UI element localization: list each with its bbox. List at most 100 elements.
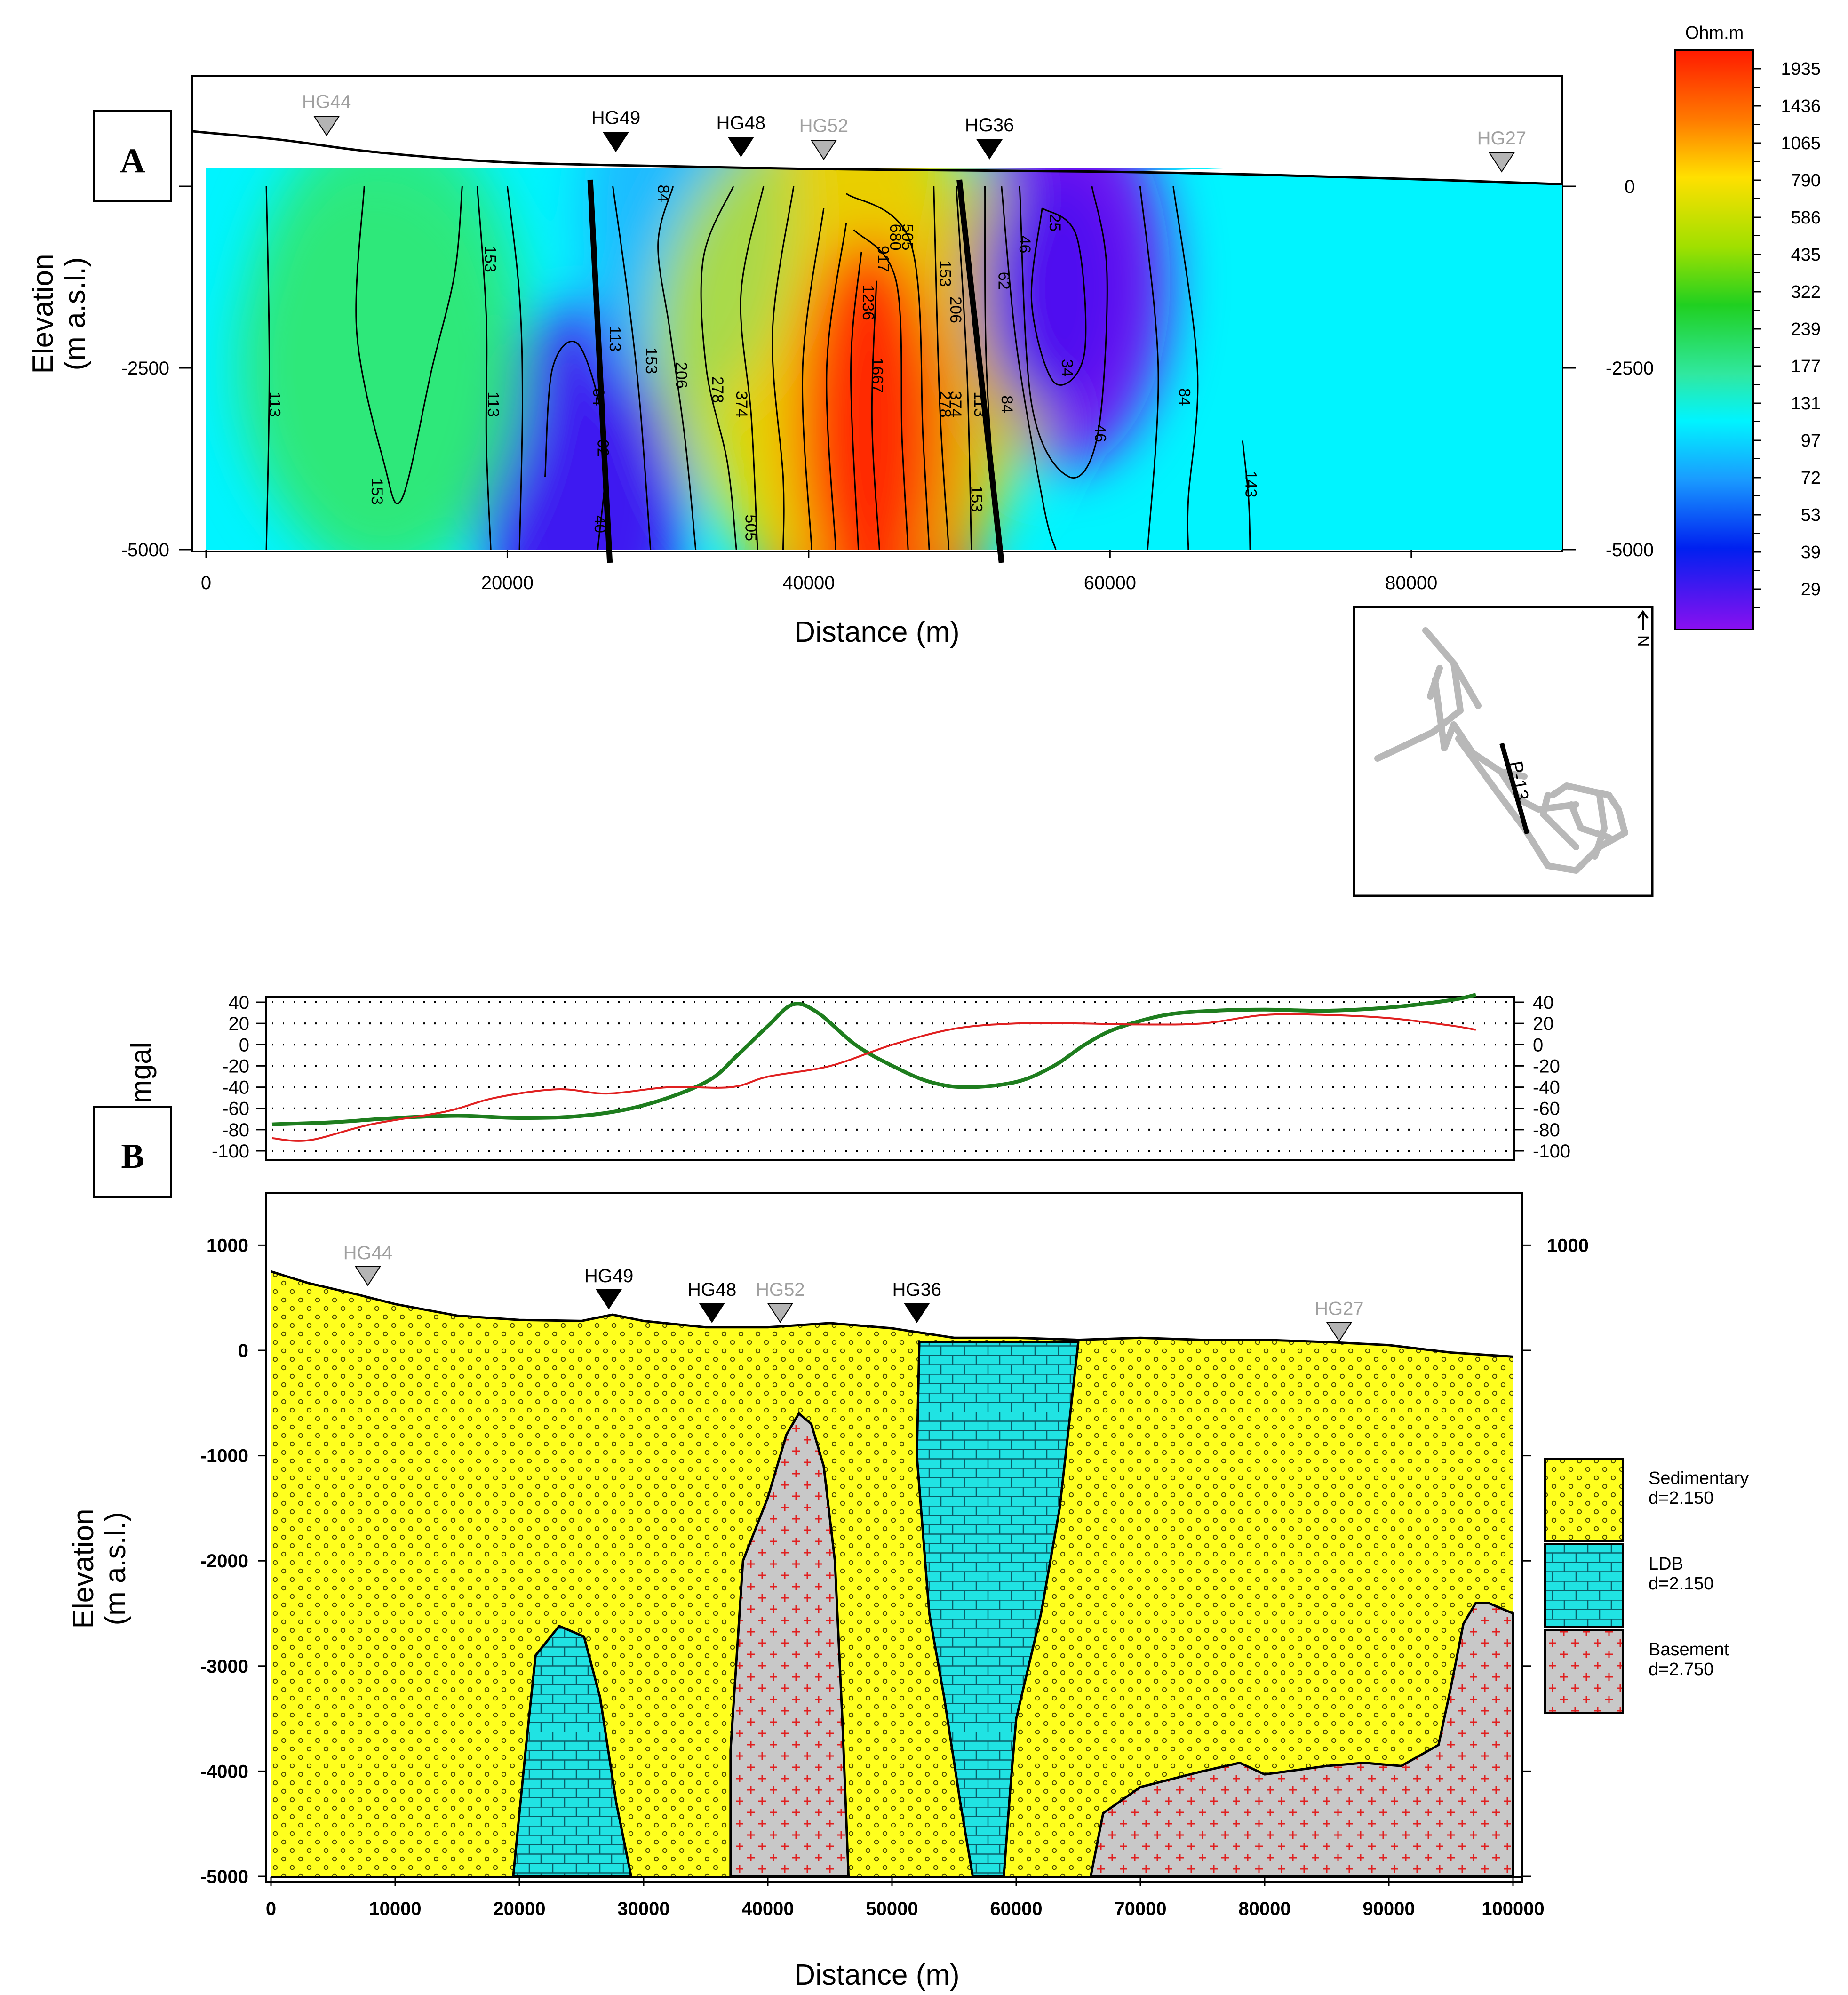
station-label: HG27 bbox=[1477, 128, 1527, 149]
resistivity-contour bbox=[826, 223, 847, 550]
body-basement_east bbox=[1089, 1602, 1514, 1878]
resistivity-contour bbox=[1030, 207, 1087, 386]
resistivity-contour bbox=[802, 208, 825, 550]
contour-label: 113 bbox=[484, 391, 502, 417]
contour-label: 46 bbox=[1016, 236, 1034, 254]
legend-label: Basement bbox=[1649, 1640, 1729, 1660]
station-marker bbox=[811, 140, 837, 160]
resistivity-contour bbox=[850, 251, 862, 550]
resistivity-contour bbox=[871, 280, 880, 550]
colorbar-label: 39 bbox=[1801, 543, 1821, 562]
station-label: HG27 bbox=[1314, 1298, 1364, 1319]
legend-density: d=2.750 bbox=[1649, 1660, 1713, 1679]
contour-label: 374 bbox=[733, 391, 750, 418]
body-ldb_west bbox=[512, 1625, 633, 1878]
panel-a-y-axis-label-line1: Elevation bbox=[27, 254, 59, 374]
x-tick-label: 20000 bbox=[493, 1899, 545, 1919]
colorbar-label: 97 bbox=[1801, 431, 1821, 451]
contour-label: 40 bbox=[591, 515, 609, 533]
station-marker bbox=[727, 137, 754, 158]
contour-label: 84 bbox=[1176, 388, 1194, 406]
y-tick-label-left: 0 bbox=[238, 1341, 248, 1361]
y-tick-label-right: 1000 bbox=[1547, 1235, 1589, 1256]
station-marker bbox=[355, 1266, 381, 1286]
resistivity-contour bbox=[506, 186, 524, 550]
colorbar-label: 1935 bbox=[1781, 59, 1821, 79]
contour-label: 153 bbox=[642, 347, 660, 374]
gravity-tick-label-right: -40 bbox=[1533, 1077, 1560, 1098]
gravity-tick-label-left: -20 bbox=[222, 1056, 249, 1077]
location-map: P-13 N bbox=[1353, 606, 1654, 897]
gravity-y-axis-label: mgal bbox=[125, 1042, 157, 1103]
contour-label: 84 bbox=[589, 388, 607, 406]
resistivity-contour bbox=[700, 186, 737, 550]
resistivity-contour bbox=[612, 186, 652, 550]
resistivity-contour bbox=[740, 186, 765, 550]
x-tick-label: 60000 bbox=[990, 1899, 1042, 1919]
fault-line bbox=[587, 179, 613, 563]
contour-label: 206 bbox=[672, 362, 690, 389]
colorbar-unit: Ohm.m bbox=[1685, 23, 1744, 43]
gravity-tick-label-right: -100 bbox=[1533, 1141, 1570, 1162]
legend-density: d=2.150 bbox=[1649, 1488, 1713, 1508]
legend-label: Sedimentary bbox=[1649, 1468, 1749, 1488]
resistivity-field bbox=[206, 168, 1562, 550]
station-label: HG36 bbox=[892, 1279, 942, 1300]
panel-a-resistivity-section: 1131531531138411315320684624027837450516… bbox=[27, 75, 1654, 648]
resistivity-contour bbox=[956, 186, 972, 550]
colorbar-label: 435 bbox=[1791, 245, 1821, 265]
resistivity-anomaly bbox=[477, 303, 688, 550]
contour-label: 46 bbox=[1091, 424, 1109, 442]
station-marker bbox=[903, 1303, 930, 1323]
gravity-tick-label-left: -100 bbox=[212, 1141, 249, 1162]
gravity-tick-label-right: -80 bbox=[1533, 1120, 1560, 1141]
y-tick-label-right: -5000 bbox=[1606, 540, 1654, 560]
x-tick-label: 30000 bbox=[617, 1899, 669, 1919]
y-tick-label-left: -5000 bbox=[121, 540, 169, 560]
calculated-gravity-curve bbox=[271, 1013, 1476, 1142]
x-tick-label: 80000 bbox=[1385, 573, 1437, 593]
resistivity-contour bbox=[1001, 186, 1057, 550]
fault-line bbox=[956, 179, 1004, 563]
contour-label: 278 bbox=[936, 391, 954, 418]
x-tick-label: 0 bbox=[201, 573, 211, 593]
contour-label: 153 bbox=[368, 478, 386, 505]
colorbar-label: 177 bbox=[1791, 357, 1821, 376]
gravity-tick-label-left: -40 bbox=[222, 1077, 249, 1098]
contour-label: 206 bbox=[947, 296, 964, 323]
colorbar-scale bbox=[1674, 49, 1754, 630]
x-tick-label: 90000 bbox=[1362, 1899, 1415, 1919]
legend-swatch-sedimentary bbox=[1544, 1458, 1624, 1542]
y-tick-label-left: -3000 bbox=[200, 1656, 248, 1677]
panel-b-topography bbox=[271, 1270, 1513, 1358]
legend-swatch-ldb bbox=[1544, 1543, 1624, 1628]
station-label: HG48 bbox=[687, 1279, 737, 1300]
y-tick-label-right: -2500 bbox=[1606, 358, 1654, 379]
colorbar-label: 790 bbox=[1791, 171, 1821, 191]
station-marker bbox=[767, 1303, 794, 1323]
contour-label: 25 bbox=[1046, 214, 1064, 231]
resistivity-contour bbox=[1242, 440, 1251, 550]
station-label: HG48 bbox=[717, 112, 766, 133]
profile-p13-line bbox=[1499, 742, 1529, 835]
x-tick-label: 70000 bbox=[1114, 1899, 1166, 1919]
gravity-frame bbox=[265, 996, 1515, 1161]
y-tick-label-left: 1000 bbox=[207, 1235, 248, 1256]
gravity-tick-label-left: -80 bbox=[222, 1120, 249, 1141]
panel-a-letter: A bbox=[120, 142, 145, 180]
y-tick-label-right: 0 bbox=[1625, 176, 1635, 197]
colorbar-label: 586 bbox=[1791, 208, 1821, 228]
gravity-tick-label-right: -60 bbox=[1533, 1099, 1560, 1119]
contour-label: 153 bbox=[968, 486, 986, 512]
contour-label: 278 bbox=[709, 376, 726, 403]
body-basement_central bbox=[729, 1412, 850, 1878]
station-label: HG36 bbox=[965, 115, 1014, 136]
contour-label: 153 bbox=[481, 246, 499, 272]
x-tick-label: 40000 bbox=[782, 573, 835, 593]
observed-gravity-curve bbox=[271, 993, 1476, 1126]
north-label: N bbox=[1634, 635, 1652, 647]
contour-label: 84 bbox=[654, 184, 672, 202]
resistivity-contour bbox=[657, 186, 697, 550]
